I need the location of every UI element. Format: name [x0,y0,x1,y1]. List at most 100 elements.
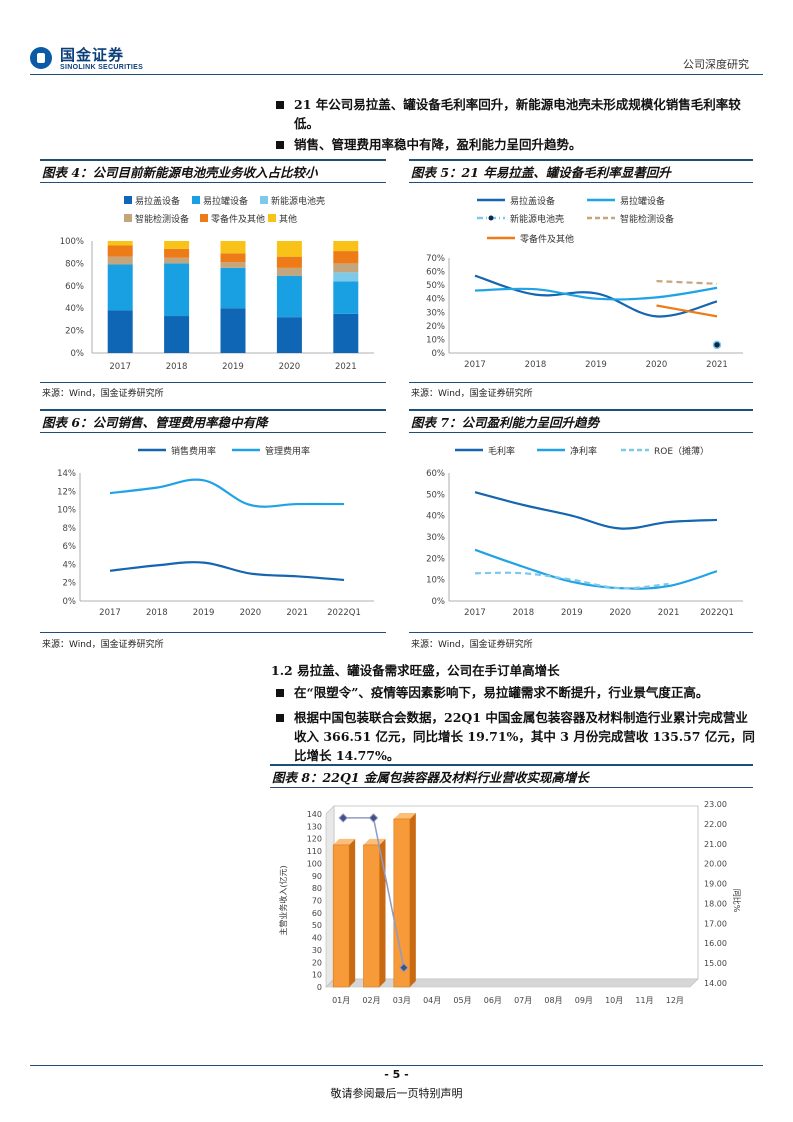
legend-label: 零备件及其他 [520,233,574,245]
footer-disclaimer: 敬请参阅最后一页特别声明 [330,1087,463,1100]
y-tick-label: 10% [426,335,445,345]
y2-tick-label: 19.00 [704,880,727,889]
fig8-bar-line-chart: 0 10 20 30 40 50 60 70 80 90 100 110 120 130 140 14.00 1… [270,789,753,1019]
bar-segment [164,248,190,258]
x-tick-label: 06月 [484,996,502,1005]
fig7-title: 图表 7：公司盈利能力呈回升趋势 [411,415,600,430]
y-tick-label: 12% [57,487,76,497]
bar-segment [333,241,359,252]
bar-top [393,812,416,819]
fig6-line-chart: 销售费用率 管理费用率 0% 2% 4% 6% 8% 10% 12% 14% 2017 2018 201… [57,445,374,618]
y-tick-label: 40% [65,304,84,314]
bar [332,844,350,988]
fig8-top-rule [270,764,753,766]
legend-label: 零备件及其他 [211,213,265,225]
x-tick-label: 05月 [453,996,471,1005]
bar-top [363,838,386,845]
y-tick-label: 60% [65,282,84,292]
bar-segment [220,253,246,263]
y-tick-label: 90 [312,872,322,881]
y-tick-label: 50 [312,921,322,930]
series-line [109,478,345,508]
y2-axis-label: 同比% [732,889,742,913]
x-tick-label: 09月 [575,996,593,1005]
y-tick-label: 10% [426,576,445,586]
legend-label: 易拉盖设备 [510,195,555,207]
fig6-title: 图表 6：公司销售、管理费用率稳中有降 [42,415,268,430]
legend-marker [488,215,494,221]
x-tick-label: 2018 [146,608,168,618]
x-tick-label: 2020 [646,360,668,370]
y-tick-label: 20% [426,554,445,564]
bar-segment [107,241,133,246]
y-tick-label: 0% [432,597,446,607]
y2-tick-label: 14.00 [704,979,727,988]
bar [393,818,411,988]
y-tick-label: 100% [60,237,84,247]
y2-tick-label: 17.00 [704,919,727,928]
y-tick-label: 20 [312,958,322,967]
legend-label: ROE（摊薄） [654,445,709,457]
y-tick-label: 120 [307,835,322,844]
x-tick-label: 11月 [635,996,653,1005]
bar-segment [164,316,190,353]
x-tick-label: 2017 [99,608,121,618]
y-tick-label: 110 [307,847,322,856]
y2-tick-label: 16.00 [704,939,727,948]
y-tick-label: 80% [65,259,84,269]
y2-tick-label: 22.00 [704,820,727,829]
y2-tick-label: 15.00 [704,959,727,968]
logo-english-name: SINOLINK SECURITIES [60,64,144,71]
bar-segment [276,275,302,318]
series-line [656,279,718,285]
series-line [474,571,669,590]
section-bullet-2: 根据中国包装联合会数据，22Q1 中国金属包装容器及材料制造行业累计完成营业收入… [294,710,755,763]
y-tick-label: 30% [426,533,445,543]
x-tick-label: 2018 [513,608,535,618]
fig4-source: 来源：Wind，国金证券研究所 [42,389,164,399]
fig4-bottom-rule [40,382,386,383]
fig7-source: 来源：Wind，国金证券研究所 [411,640,533,650]
footer-divider [30,1065,763,1066]
fig5-title: 图表 5：21 年易拉盖、罐设备毛利率显著回升 [411,165,671,180]
y2-tick-label: 21.00 [704,840,727,849]
legend-swatch [200,214,208,222]
legend-label: 智能检测设备 [135,213,189,225]
legend-label: 易拉盖设备 [135,195,180,207]
yoy-point [399,962,409,973]
fig5-title-rule [409,182,753,183]
series-line [474,286,718,301]
bar-segment [276,241,302,257]
y-tick-label: 30% [426,308,445,318]
x-tick-label: 2017 [109,362,131,372]
y2-tick-label: 18.00 [704,899,727,908]
x-tick-label: 2019 [193,608,215,618]
legend-label: 智能检测设备 [620,213,674,225]
x-tick-label: 2018 [166,362,188,372]
x-tick-label: 2017 [464,360,486,370]
y-tick-label: 2% [63,579,77,589]
fig4-title: 图表 4：公司目前新能源电池壳业务收入占比较小 [42,165,318,180]
section-bullet-1: 在“限塑令”、疫情等因素影响下，易拉罐需求不断提升，行业景气度正高。 [294,685,709,700]
y-tick-label: 4% [63,560,77,570]
legend-label: 易拉罐设备 [620,195,665,207]
x-tick-label: 04月 [423,996,441,1005]
intro-bullet-2: 销售、管理费用率稳中有降，盈利能力呈回升趋势。 [294,137,582,152]
x-tick-label: 2020 [609,608,631,618]
y-tick-label: 40 [312,934,322,943]
page-number: - 5 - [384,1068,409,1081]
intro-bullet-1: 21 年公司易拉盖、罐设备毛利率回升，新能源电池壳未形成规模化销售毛利率较低。 [294,97,741,131]
x-tick-label: 02月 [362,996,380,1005]
yoy-point [338,813,348,823]
legend-label: 销售费用率 [171,445,216,457]
fig4-top-rule [40,159,386,161]
bar-segment [220,241,246,254]
bar-segment [220,308,246,353]
legend-label: 易拉罐设备 [203,195,248,207]
bar-segment [107,245,133,257]
x-tick-label: 2022Q1 [327,608,361,618]
fig5-bottom-rule [409,382,753,383]
logo-chinese-name: 国金证券 [60,46,125,64]
bar-segment [164,263,190,317]
